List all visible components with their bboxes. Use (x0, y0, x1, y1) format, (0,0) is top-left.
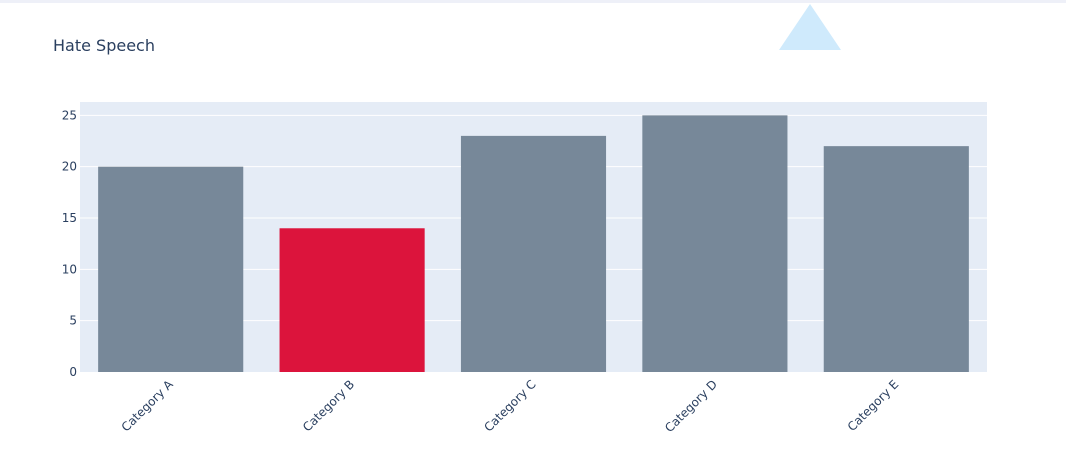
y-tick-label: 5 (69, 314, 77, 328)
y-tick-label: 15 (62, 211, 77, 225)
bar-category-e (823, 146, 969, 372)
chart-title: Hate Speech (53, 36, 155, 55)
x-tick-labels: Category A Category B Category C Category D… (119, 377, 902, 435)
x-tick-label: Category E (845, 377, 902, 434)
bar-category-c (460, 135, 607, 372)
x-tick-label: Category C (481, 377, 538, 434)
y-tick-label: 0 (69, 365, 77, 379)
triangle-marker-icon (779, 4, 841, 50)
top-rule (0, 0, 1066, 3)
bars (98, 115, 969, 372)
y-tick-label: 25 (62, 108, 77, 122)
bar-category-a (98, 166, 244, 372)
y-tick-label: 10 (62, 262, 77, 276)
x-tick-label: Category D (662, 377, 720, 435)
x-tick-label: Category A (119, 377, 177, 435)
bar-category-d (642, 115, 788, 372)
bar-category-b (279, 228, 425, 372)
y-tick-label: 20 (62, 160, 77, 174)
y-tick-labels: 0 5 10 15 20 25 (62, 108, 77, 379)
x-tick-label: Category B (300, 377, 357, 434)
